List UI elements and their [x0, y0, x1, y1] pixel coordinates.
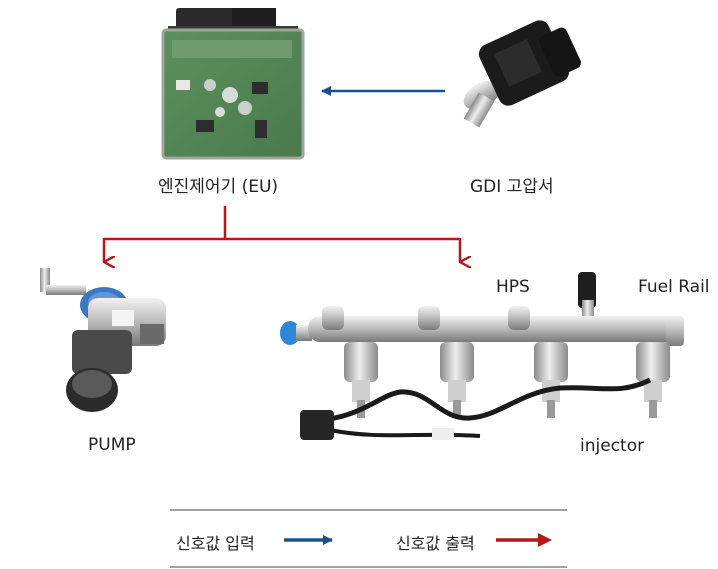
- legend-output-label: 신호값 출력: [396, 534, 475, 553]
- injector-label: injector: [580, 436, 645, 456]
- fuel-rail-label: Fuel Rail: [638, 277, 710, 297]
- legend-output-arrowhead: [538, 533, 552, 547]
- pressure-sensor-image: [463, 20, 581, 128]
- ecu-image: [161, 8, 305, 160]
- ecu-label: 엔진제어기 (EU): [158, 177, 279, 197]
- pump-label: PUMP: [88, 435, 136, 455]
- output-signal-arrows: [102, 206, 460, 262]
- legend-input-label: 신호값 입력: [176, 534, 255, 553]
- pump-image: [40, 268, 166, 412]
- fuel-rail-image: [280, 272, 684, 440]
- hps-label: HPS: [496, 277, 530, 297]
- pressure-sensor-label: GDI 고압서: [470, 177, 554, 197]
